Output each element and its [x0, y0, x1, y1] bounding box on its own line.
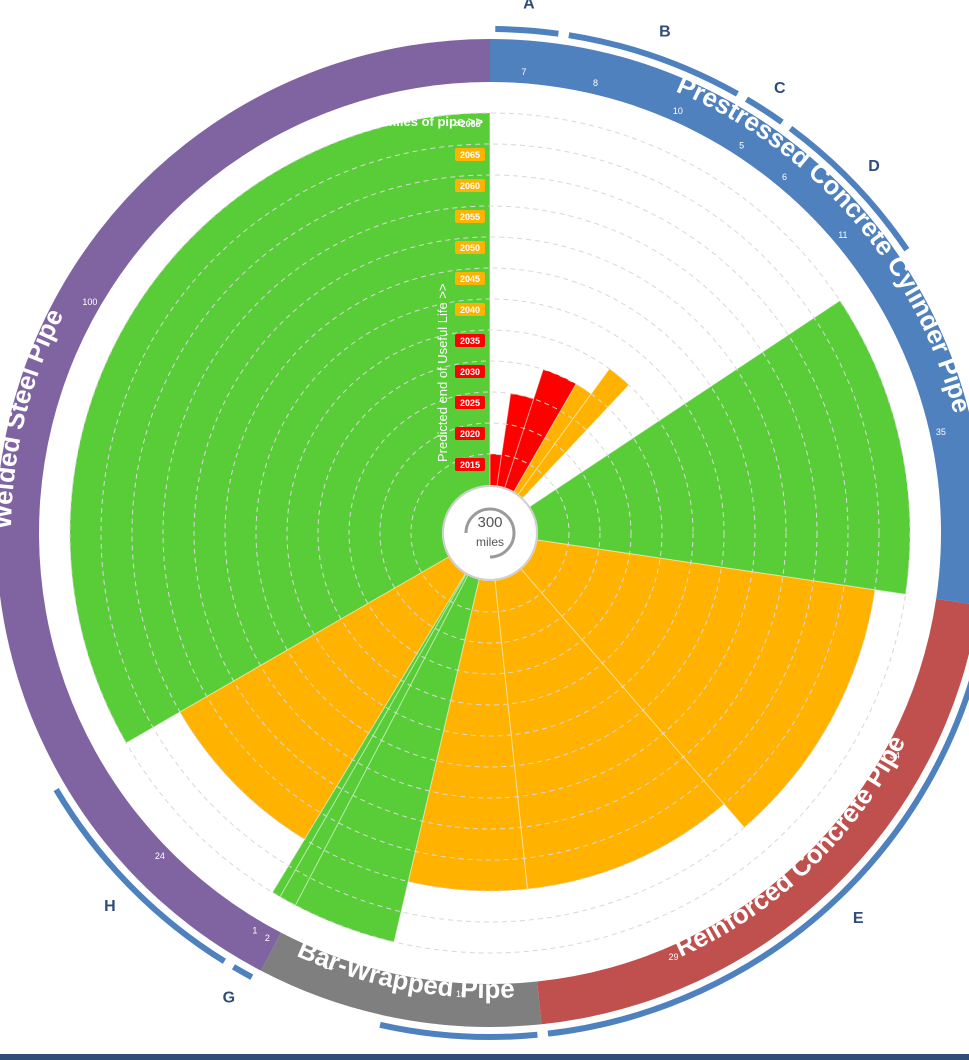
miles-of-pipe-label: << miles of pipe >> — [366, 114, 483, 129]
segment-miles-label: 16 — [456, 989, 466, 999]
outer-group-label: E — [853, 910, 864, 927]
outer-group-label: C — [774, 80, 786, 97]
year-label: 2060 — [460, 181, 480, 191]
year-label: 2045 — [460, 274, 480, 284]
year-badge — [455, 427, 485, 440]
gridline-circle — [255, 298, 725, 768]
gridline-circle — [317, 360, 663, 706]
year-badge — [455, 365, 485, 378]
category-band — [261, 932, 542, 1028]
year-badge — [455, 396, 485, 409]
outer-group-arc — [788, 125, 910, 252]
gridline-circle — [193, 236, 787, 830]
outer-group-arc — [568, 32, 739, 97]
gridline-circle — [224, 267, 756, 799]
bar-segment — [280, 574, 468, 906]
outer-group-arc — [379, 1021, 538, 1040]
gridline-circle — [410, 453, 570, 613]
year-badge — [455, 179, 485, 192]
year-label: 2050 — [460, 243, 480, 253]
outer-group-arc — [231, 964, 254, 980]
bar-segment — [518, 368, 629, 499]
outer-group-label: D — [868, 158, 880, 175]
year-badge — [451, 117, 485, 130]
segment-miles-label: 100 — [82, 297, 97, 307]
segment-miles-label: 11 — [838, 230, 847, 240]
segment-divider — [537, 539, 969, 605]
segment-miles-label: 5 — [739, 141, 744, 151]
year-badge — [455, 303, 485, 316]
segment-divider — [260, 575, 469, 972]
year-label: 2040 — [460, 305, 480, 315]
bar-segment — [69, 113, 490, 743]
outer-group-label: A — [523, 0, 535, 12]
year-label: 2025 — [460, 398, 480, 408]
year-badge — [455, 334, 485, 347]
segment-miles-label: 34 — [890, 751, 900, 761]
gridline-circle — [162, 205, 818, 861]
center-unit: miles — [476, 535, 504, 549]
bar-segment — [490, 454, 502, 486]
bar-segment — [497, 393, 534, 488]
outer-group-arc — [53, 788, 226, 964]
gridline-circle — [100, 143, 880, 923]
useful-life-axis-label: Predicted end of Useful Life >> — [435, 283, 450, 462]
gridline-circle — [286, 329, 694, 737]
segment-divider — [529, 259, 902, 507]
gridline-circle — [379, 422, 601, 644]
segment-miles-label: 10 — [673, 106, 683, 116]
segment-miles-label: 29 — [668, 952, 678, 962]
gridline-circle — [69, 112, 911, 954]
bar-segment — [179, 557, 466, 840]
year-label: >2065 — [455, 119, 480, 129]
bar-segment — [529, 300, 911, 595]
segment-divider — [242, 574, 467, 962]
year-badge — [455, 210, 485, 223]
segment-miles-label: 35 — [936, 427, 946, 437]
outer-group-label: G — [223, 989, 235, 1006]
outer-group-arc — [547, 679, 969, 1037]
gridline-circle — [348, 391, 632, 675]
segment-miles-label: 8 — [593, 78, 598, 88]
bar-segment — [521, 540, 875, 828]
category-band — [537, 598, 969, 1025]
bottom-edge-bar — [0, 1054, 969, 1060]
bar-segment — [495, 569, 724, 890]
year-badge — [455, 241, 485, 254]
year-label: 2035 — [460, 336, 480, 346]
outer-group-label: B — [659, 24, 671, 41]
segment-divider — [496, 44, 563, 486]
year-label: 2030 — [460, 367, 480, 377]
outer-group-arc — [745, 96, 784, 125]
year-label: 2065 — [460, 150, 480, 160]
bar-segment — [272, 574, 466, 897]
year-label: 2015 — [460, 460, 480, 470]
segment-miles-label: 1 — [252, 926, 257, 936]
segment-miles-label: 12 — [324, 961, 334, 971]
segment-miles-label: 6 — [782, 172, 787, 182]
bar-segment — [408, 579, 528, 891]
bar-segment — [295, 575, 480, 942]
outer-group-arc — [495, 26, 559, 37]
outer-group-label: H — [104, 898, 116, 915]
center-value: 300 — [477, 514, 502, 531]
rotate-arrow-icon — [464, 507, 516, 559]
year-label: 2055 — [460, 212, 480, 222]
segment-miles-label: 24 — [155, 851, 165, 861]
year-badge — [455, 272, 485, 285]
year-label: 2020 — [460, 429, 480, 439]
year-badge — [455, 458, 485, 471]
gridline-circle — [131, 174, 849, 892]
year-badge — [455, 148, 485, 161]
segment-miles-label: 2 — [265, 933, 270, 943]
center-circle — [442, 485, 538, 581]
segment-miles-label: 7 — [521, 67, 526, 77]
segment-divider — [233, 573, 466, 956]
